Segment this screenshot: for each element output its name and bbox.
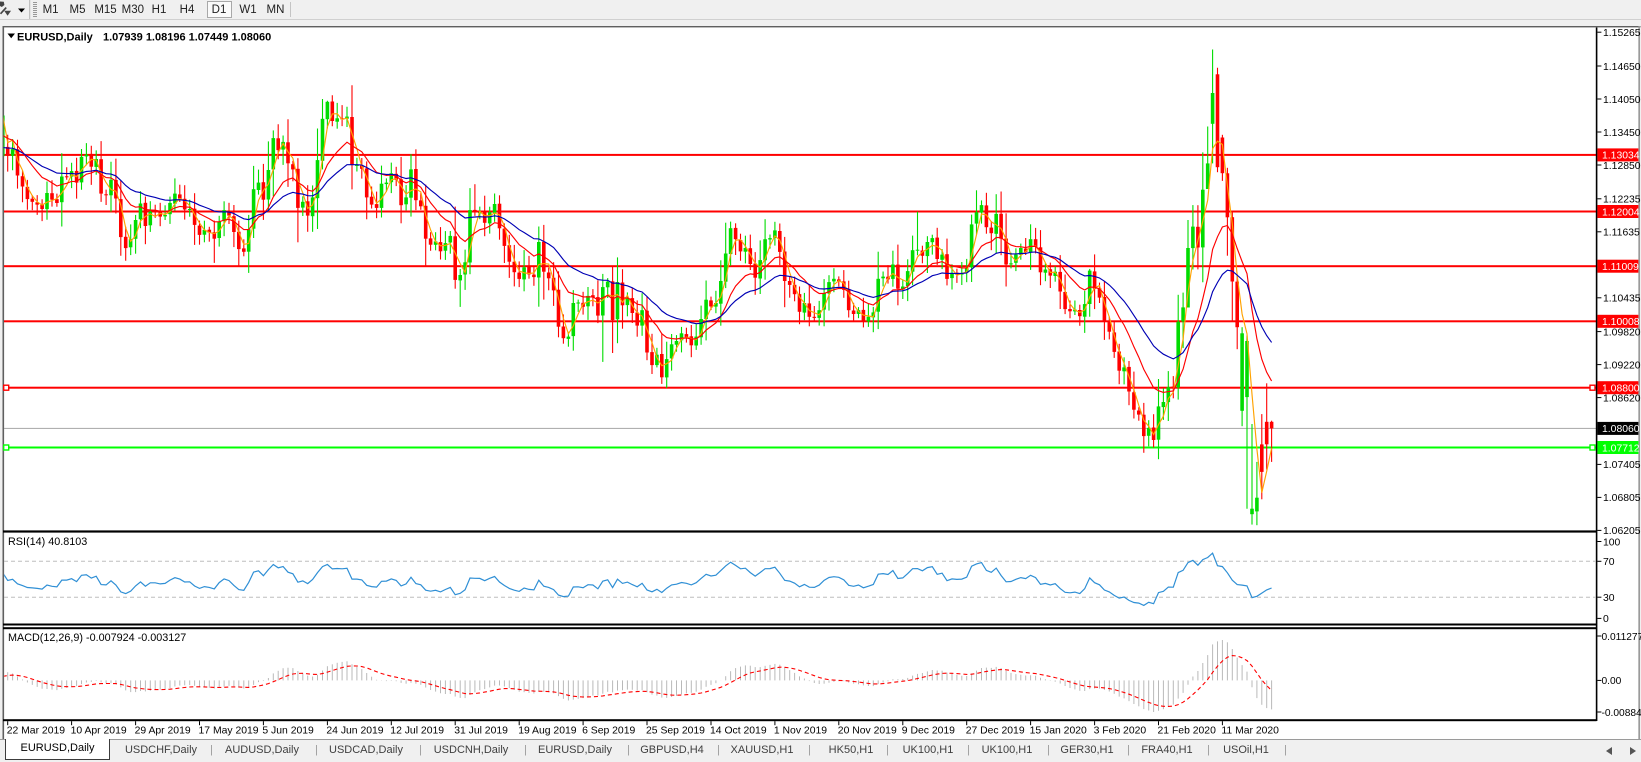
svg-text:31 Jul 2019: 31 Jul 2019 bbox=[454, 726, 508, 737]
svg-text:1.13034: 1.13034 bbox=[1602, 151, 1640, 162]
svg-text:27 Dec 2019: 27 Dec 2019 bbox=[966, 726, 1025, 737]
svg-text:EURUSD,Daily: EURUSD,Daily bbox=[17, 32, 94, 44]
svg-text:10 Apr 2019: 10 Apr 2019 bbox=[71, 726, 127, 737]
svg-text:24 Jun 2019: 24 Jun 2019 bbox=[326, 726, 383, 737]
svg-text:1.12235: 1.12235 bbox=[1603, 195, 1641, 206]
svg-text:1.09820: 1.09820 bbox=[1603, 327, 1641, 338]
svg-text:1.10008: 1.10008 bbox=[1602, 317, 1640, 328]
svg-text:11 Mar 2020: 11 Mar 2020 bbox=[1221, 726, 1279, 737]
svg-text:1.08060: 1.08060 bbox=[1602, 424, 1640, 435]
svg-text:1.10435: 1.10435 bbox=[1603, 294, 1641, 305]
svg-text:0.00: 0.00 bbox=[1602, 676, 1622, 687]
svg-text:1.13450: 1.13450 bbox=[1603, 128, 1641, 139]
svg-text:19 Aug 2019: 19 Aug 2019 bbox=[518, 726, 577, 737]
svg-text:30: 30 bbox=[1603, 593, 1615, 604]
svg-text:21 Feb 2020: 21 Feb 2020 bbox=[1158, 726, 1217, 737]
svg-text:3 Feb 2020: 3 Feb 2020 bbox=[1094, 726, 1147, 737]
svg-text:14 Oct 2019: 14 Oct 2019 bbox=[710, 726, 767, 737]
svg-text:1.14050: 1.14050 bbox=[1603, 95, 1641, 106]
svg-text:17 May 2019: 17 May 2019 bbox=[199, 726, 259, 737]
svg-text:-0.008845: -0.008845 bbox=[1602, 708, 1641, 719]
svg-text:5 Jun 2019: 5 Jun 2019 bbox=[262, 726, 314, 737]
svg-text:1.11635: 1.11635 bbox=[1603, 228, 1640, 239]
svg-text:100: 100 bbox=[1603, 537, 1621, 548]
svg-text:1.07405: 1.07405 bbox=[1603, 460, 1641, 471]
svg-text:1 Nov 2019: 1 Nov 2019 bbox=[774, 726, 827, 737]
svg-text:1.07939 1.08196 1.07449 1.0806: 1.07939 1.08196 1.07449 1.08060 bbox=[103, 32, 271, 44]
svg-text:1.09220: 1.09220 bbox=[1603, 360, 1641, 371]
svg-text:25 Sep 2019: 25 Sep 2019 bbox=[646, 726, 705, 737]
svg-text:RSI(14) 40.8103: RSI(14) 40.8103 bbox=[8, 536, 87, 548]
svg-text:1.07712: 1.07712 bbox=[1602, 443, 1640, 454]
svg-text:1.12850: 1.12850 bbox=[1603, 161, 1641, 172]
svg-text:22 Mar 2019: 22 Mar 2019 bbox=[7, 726, 66, 737]
svg-text:70: 70 bbox=[1603, 557, 1615, 568]
svg-text:15 Jan 2020: 15 Jan 2020 bbox=[1030, 726, 1087, 737]
svg-text:0.011277: 0.011277 bbox=[1602, 632, 1641, 643]
svg-text:1.14650: 1.14650 bbox=[1603, 62, 1641, 73]
svg-text:1.08800: 1.08800 bbox=[1602, 384, 1640, 395]
svg-text:9 Dec 2019: 9 Dec 2019 bbox=[902, 726, 955, 737]
svg-text:6 Sep 2019: 6 Sep 2019 bbox=[582, 726, 635, 737]
svg-text:1.06805: 1.06805 bbox=[1603, 493, 1641, 504]
svg-text:1.11009: 1.11009 bbox=[1602, 262, 1639, 273]
svg-text:0: 0 bbox=[1603, 614, 1609, 625]
svg-text:20 Nov 2019: 20 Nov 2019 bbox=[838, 726, 897, 737]
svg-text:29 Apr 2019: 29 Apr 2019 bbox=[135, 726, 191, 737]
svg-text:1.12004: 1.12004 bbox=[1602, 207, 1640, 218]
svg-text:1.15265: 1.15265 bbox=[1603, 28, 1641, 39]
svg-text:1.08620: 1.08620 bbox=[1603, 393, 1641, 404]
svg-text:1.06205: 1.06205 bbox=[1603, 526, 1641, 537]
svg-text:MACD(12,26,9) -0.007924 -0.003: MACD(12,26,9) -0.007924 -0.003127 bbox=[8, 632, 186, 644]
svg-text:12 Jul 2019: 12 Jul 2019 bbox=[390, 726, 444, 737]
